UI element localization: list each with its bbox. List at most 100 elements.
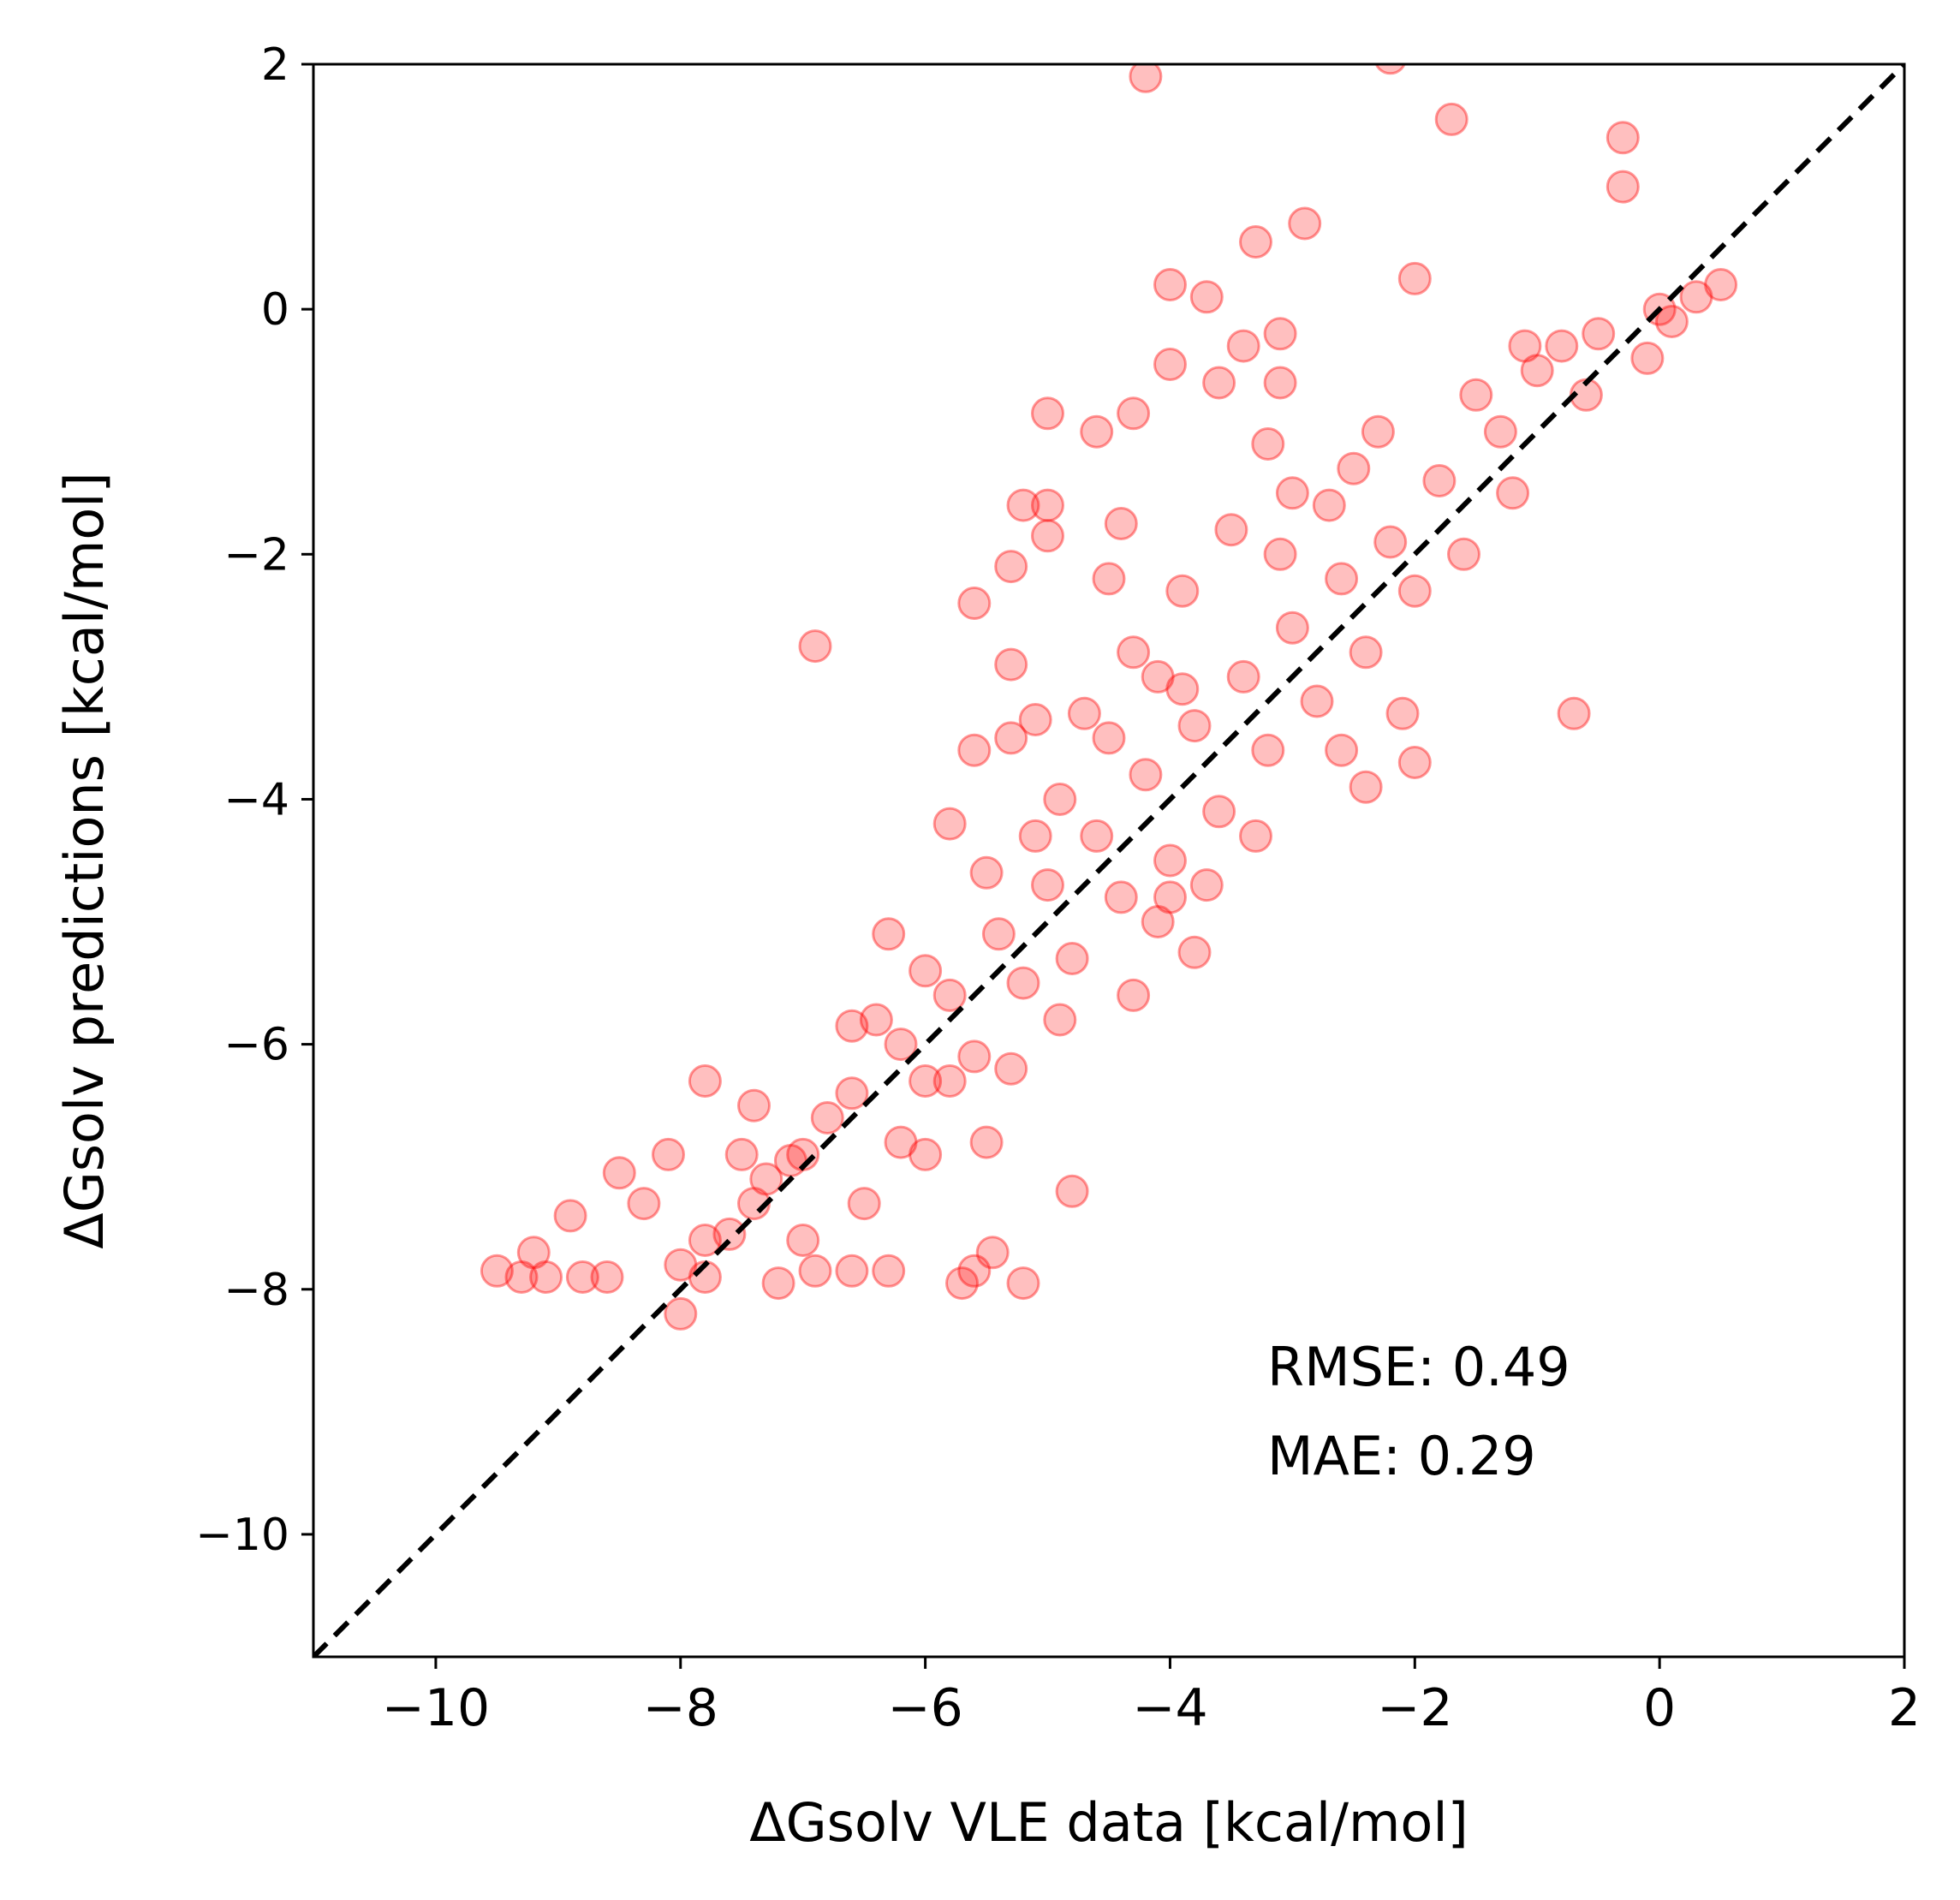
data-point (664, 1248, 698, 1282)
data-point (1018, 703, 1052, 736)
data-point (932, 1064, 967, 1098)
y-axis-ticks: −10 −8 −6 −4 −2 0 2 (195, 39, 313, 1561)
data-point (1508, 329, 1542, 363)
data-point (1459, 378, 1493, 412)
y-tick-label: −4 (223, 774, 289, 825)
data-point (516, 1236, 551, 1270)
data-point (1679, 280, 1713, 314)
data-point (1300, 684, 1334, 718)
data-point (957, 1039, 992, 1074)
data-point (1349, 770, 1383, 804)
data-point (553, 1199, 587, 1233)
data-point (652, 1137, 685, 1171)
data-point (749, 1162, 783, 1196)
data-point (1374, 64, 1406, 75)
data-point (1165, 574, 1200, 608)
data-point (712, 1217, 747, 1251)
data-point (1251, 427, 1285, 461)
data-point (1239, 819, 1272, 853)
data-point (1361, 414, 1395, 449)
data-point (1117, 978, 1151, 1012)
data-point (1202, 366, 1236, 400)
data-point (1117, 635, 1151, 670)
data-point (565, 1260, 599, 1294)
data-point (1006, 488, 1040, 522)
y-tick-label: −2 (223, 529, 289, 581)
data-point (994, 1051, 1028, 1086)
data-point (835, 1009, 869, 1043)
data-point (1043, 783, 1077, 816)
x-axis-ticks: −10 −8 −6 −4 −2 0 2 (382, 1657, 1921, 1738)
data-point (1189, 868, 1224, 902)
data-point (835, 1076, 869, 1111)
data-point (994, 647, 1028, 682)
data-point (1226, 329, 1260, 363)
data-point (529, 1260, 563, 1294)
data-point (1092, 562, 1126, 596)
data-point (994, 721, 1028, 755)
y-tick-label: −10 (195, 1510, 289, 1561)
data-point (1557, 696, 1591, 730)
data-point (1349, 635, 1383, 670)
y-tick-label: 2 (261, 39, 289, 91)
x-axis-label: ΔGsolv VLE data [kcal/mol] (749, 1791, 1469, 1854)
identity-reference-line (313, 64, 1904, 1657)
data-point (798, 1254, 832, 1288)
data-point (872, 917, 906, 951)
data-point (1141, 659, 1175, 694)
data-point (981, 917, 1016, 951)
data-point (1104, 507, 1138, 540)
data-point (847, 1187, 881, 1221)
data-point (1385, 696, 1420, 730)
x-tick-label: −2 (1377, 1678, 1452, 1738)
x-tick-label: −10 (382, 1678, 491, 1738)
data-point (1031, 396, 1064, 431)
data-point (1067, 696, 1101, 730)
data-point (1447, 537, 1480, 571)
data-point (1606, 121, 1640, 155)
data-point (1117, 396, 1151, 431)
data-point (1654, 305, 1689, 338)
data-point (1129, 758, 1163, 792)
rmse-annotation: RMSE: 0.49 (1267, 1336, 1570, 1398)
data-point (761, 1266, 795, 1301)
data-point (1080, 819, 1114, 853)
data-point (504, 1260, 539, 1294)
data-point (945, 1266, 979, 1301)
data-point (1055, 1174, 1089, 1208)
data-point (1129, 64, 1163, 93)
data-point (1263, 537, 1297, 571)
data-point (786, 1224, 820, 1257)
data-point (480, 1254, 514, 1288)
data-point (1177, 935, 1212, 969)
x-tick-label: 2 (1888, 1678, 1921, 1738)
data-point (957, 733, 992, 767)
data-point (1153, 880, 1187, 914)
data-point (975, 1236, 1010, 1270)
data-point (602, 1156, 636, 1190)
data-point (1496, 476, 1530, 510)
data-point (1177, 709, 1212, 743)
data-point (1434, 102, 1469, 136)
data-point (1104, 880, 1138, 914)
x-tick-label: 0 (1643, 1678, 1676, 1738)
data-point (1263, 317, 1297, 351)
data-point (1545, 329, 1579, 363)
data-point (1202, 795, 1236, 829)
data-point (1006, 966, 1040, 1000)
data-point (1043, 1003, 1077, 1037)
data-point (1153, 268, 1187, 301)
data-point (1153, 843, 1187, 878)
data-point (1031, 488, 1064, 522)
data-point (969, 855, 1004, 890)
data-point (724, 1137, 759, 1171)
data-point (1337, 451, 1371, 485)
data-point (1018, 819, 1052, 853)
data-point (1422, 464, 1457, 497)
data-point (909, 954, 943, 988)
data-point (590, 1260, 624, 1294)
data-point (1520, 354, 1554, 388)
data-point (1397, 574, 1432, 608)
data-point (994, 550, 1028, 584)
